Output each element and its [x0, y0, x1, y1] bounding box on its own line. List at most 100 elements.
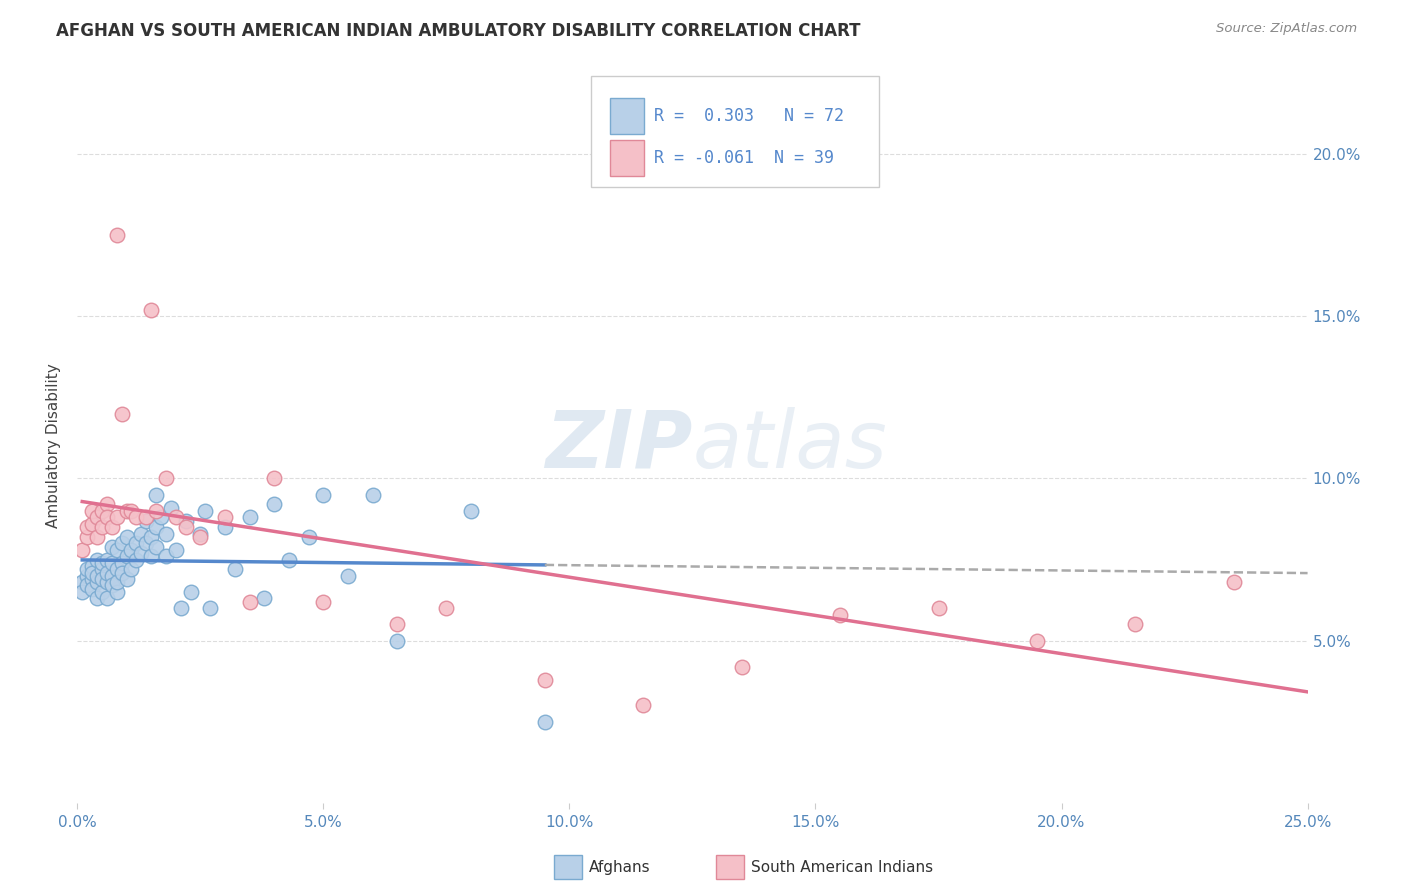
Point — [436, 601, 458, 615]
Point — [96, 566, 118, 580]
Point — [263, 497, 285, 511]
Point — [86, 530, 108, 544]
Point — [135, 514, 157, 528]
Point — [101, 578, 124, 592]
Point — [239, 510, 262, 524]
Point — [190, 526, 212, 541]
Point — [111, 556, 132, 570]
Point — [150, 510, 173, 524]
Point — [90, 504, 114, 518]
Point — [105, 585, 128, 599]
Y-axis label: Ambulatory Disability: Ambulatory Disability — [46, 364, 62, 528]
Point — [125, 536, 148, 550]
Point — [1223, 575, 1246, 590]
Point — [105, 228, 128, 243]
Point — [131, 526, 153, 541]
Text: R = -0.061  N = 39: R = -0.061 N = 39 — [654, 149, 834, 167]
Point — [82, 516, 104, 531]
Point — [145, 504, 167, 518]
Point — [82, 504, 104, 518]
Point — [86, 510, 108, 524]
Point — [155, 526, 177, 541]
Point — [633, 698, 655, 713]
Point — [96, 552, 118, 566]
Point — [145, 540, 167, 554]
Point — [121, 542, 143, 557]
Point — [239, 595, 262, 609]
Point — [111, 407, 132, 421]
Point — [121, 504, 143, 518]
Point — [312, 595, 335, 609]
Text: Afghans: Afghans — [589, 860, 651, 874]
Point — [125, 552, 148, 566]
Point — [141, 530, 163, 544]
Point — [96, 497, 118, 511]
Text: South American Indians: South American Indians — [751, 860, 934, 874]
Point — [1026, 633, 1049, 648]
Point — [125, 510, 148, 524]
Point — [105, 575, 128, 590]
Point — [337, 568, 360, 582]
Point — [190, 530, 212, 544]
Point — [534, 673, 557, 687]
Point — [194, 504, 217, 518]
Point — [312, 488, 335, 502]
Point — [70, 575, 93, 590]
Point — [145, 488, 167, 502]
Point — [731, 659, 754, 673]
Point — [115, 504, 138, 518]
Point — [298, 530, 321, 544]
Point — [86, 591, 108, 606]
Point — [135, 536, 157, 550]
Point — [214, 520, 236, 534]
Point — [86, 552, 108, 566]
Point — [131, 546, 153, 560]
Point — [82, 572, 104, 586]
Point — [830, 607, 852, 622]
Point — [165, 542, 187, 557]
Point — [155, 549, 177, 564]
Point — [76, 520, 98, 534]
Point — [155, 471, 177, 485]
Point — [86, 568, 108, 582]
Text: ZIP: ZIP — [546, 407, 693, 485]
Point — [90, 562, 114, 576]
Point — [263, 471, 285, 485]
Point — [115, 530, 138, 544]
Point — [141, 549, 163, 564]
Point — [534, 714, 557, 729]
Point — [1125, 617, 1147, 632]
Point — [145, 520, 167, 534]
Point — [180, 585, 202, 599]
Point — [174, 514, 197, 528]
Point — [214, 510, 236, 524]
Point — [105, 562, 128, 576]
Point — [82, 582, 104, 596]
Point — [115, 572, 138, 586]
Point — [96, 575, 118, 590]
Point — [70, 542, 93, 557]
Point — [224, 562, 246, 576]
Text: R =  0.303   N = 72: R = 0.303 N = 72 — [654, 107, 844, 125]
Point — [76, 578, 98, 592]
Point — [82, 559, 104, 574]
Point — [86, 575, 108, 590]
Point — [160, 500, 183, 515]
Point — [96, 591, 118, 606]
Point — [460, 504, 482, 518]
Point — [387, 633, 409, 648]
Point — [387, 617, 409, 632]
Point — [76, 530, 98, 544]
Point — [165, 510, 187, 524]
Text: atlas: atlas — [693, 407, 887, 485]
Point — [90, 585, 114, 599]
Point — [928, 601, 950, 615]
Point — [90, 572, 114, 586]
Point — [101, 568, 124, 582]
Point — [70, 585, 93, 599]
Point — [278, 552, 301, 566]
Point — [115, 549, 138, 564]
Point — [135, 510, 157, 524]
Point — [141, 302, 163, 317]
Point — [121, 562, 143, 576]
